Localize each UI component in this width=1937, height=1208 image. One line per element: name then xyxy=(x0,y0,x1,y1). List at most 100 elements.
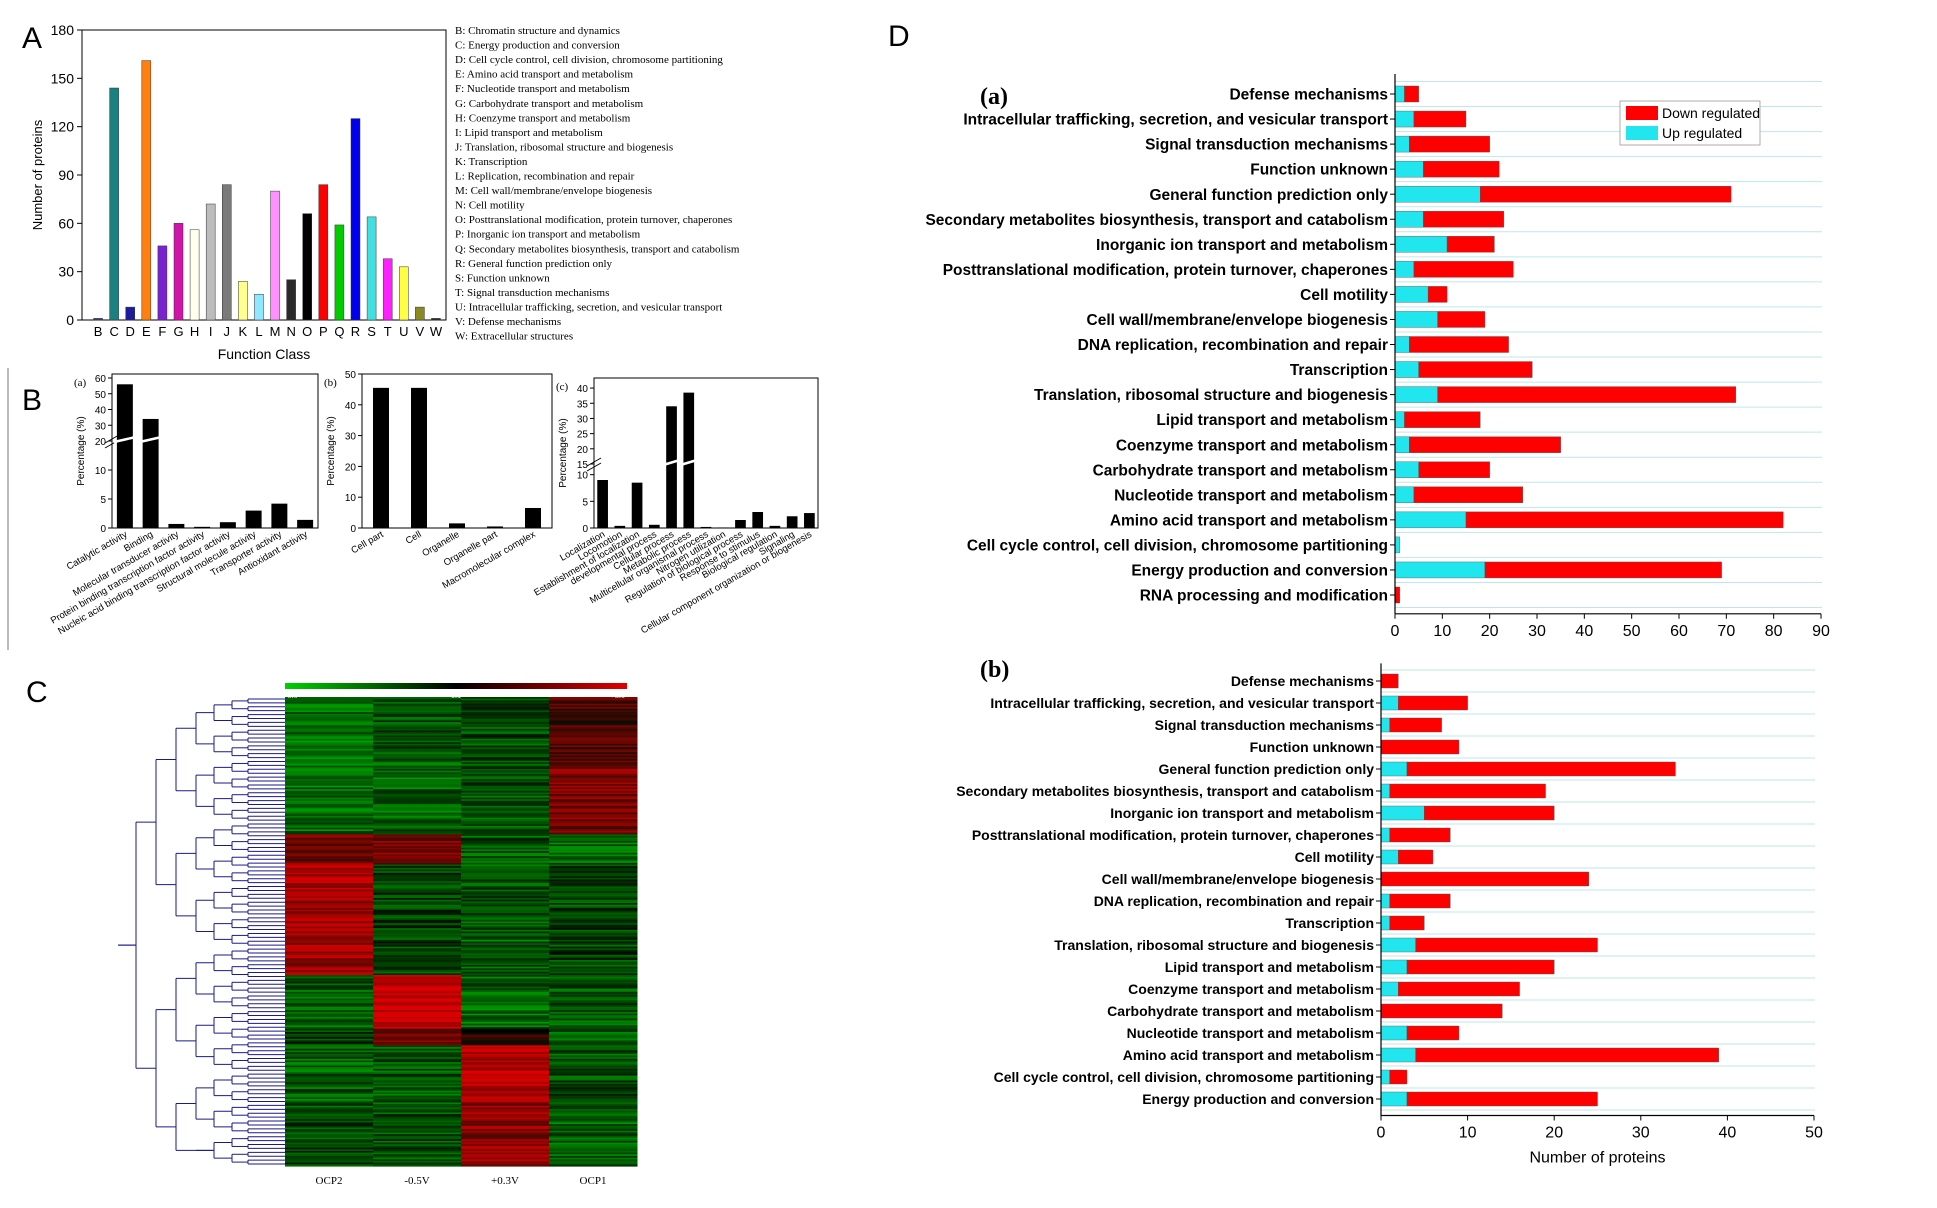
heatmap-cell xyxy=(373,1092,462,1095)
heatmap-cell xyxy=(461,810,550,814)
y-tick-label: 10 xyxy=(577,471,589,482)
heatmap-cell xyxy=(549,1090,638,1093)
bar-break-gap xyxy=(662,458,681,467)
heatmap-cell xyxy=(549,939,638,943)
bar xyxy=(411,387,427,528)
heatmap-cell xyxy=(549,799,638,802)
heatmap-cell xyxy=(373,809,462,812)
heatmap-cell xyxy=(549,827,638,830)
heatmap-cell xyxy=(549,1100,638,1103)
category-label: Cell wall/membrane/envelope biogenesis xyxy=(1087,312,1389,329)
heatmap-cell xyxy=(549,998,638,1001)
heatmap-cell xyxy=(549,822,638,825)
heatmap-cell xyxy=(461,911,550,914)
heatmap-cell xyxy=(461,743,550,747)
heatmap-cell xyxy=(373,1043,462,1046)
heatmap-cell xyxy=(461,825,550,829)
heatmap-cell xyxy=(373,1035,462,1038)
heatmap-cell xyxy=(373,1129,462,1132)
heatmap-cell xyxy=(373,825,462,829)
heatmap-cell xyxy=(461,702,550,705)
heatmap-cell xyxy=(549,884,638,887)
heatmap-cell xyxy=(373,851,462,854)
heatmap-cell xyxy=(461,882,550,886)
heatmap-cell xyxy=(549,966,638,969)
heatmap-cell xyxy=(461,906,550,909)
heatmap-cell xyxy=(373,961,462,964)
heatmap-cell xyxy=(549,926,638,929)
heatmap-cell xyxy=(549,1080,638,1083)
heatmap-cell xyxy=(461,1109,550,1112)
heatmap-cell xyxy=(461,953,550,956)
heatmap-cell xyxy=(373,1135,462,1139)
heatmap-cell xyxy=(373,874,462,877)
heatmap-cell xyxy=(285,715,374,718)
heatmap-cell xyxy=(373,1062,462,1065)
heatmap-cell xyxy=(285,1083,374,1087)
heatmap-cell xyxy=(285,1045,374,1048)
heatmap-cell xyxy=(373,968,462,971)
legend-entry: O: Posttranslational modification, prote… xyxy=(455,214,732,226)
heatmap-cell xyxy=(373,965,462,968)
bar-break-gap xyxy=(139,435,162,444)
heatmap-cell xyxy=(549,941,638,944)
heatmap-cell xyxy=(549,909,638,912)
heatmap-cell xyxy=(461,1040,550,1043)
bar-down-regulated xyxy=(1424,805,1555,821)
heatmap-cell xyxy=(461,914,550,918)
bar xyxy=(735,520,746,528)
heatmap-cell xyxy=(549,1129,638,1132)
heatmap-cell xyxy=(285,732,374,735)
heatmap-cell xyxy=(461,1134,550,1137)
heatmap-cell xyxy=(373,1099,462,1102)
heatmap-cell xyxy=(285,1164,374,1167)
heatmap-cell xyxy=(285,770,374,773)
heatmap-cell xyxy=(549,892,638,896)
heatmap-cell xyxy=(285,831,374,834)
heatmap-cell xyxy=(461,852,550,856)
bar-down-regulated xyxy=(1437,386,1736,403)
heatmap-cell xyxy=(549,1124,638,1127)
heatmap-cell xyxy=(461,1159,550,1162)
heatmap-cell xyxy=(549,951,638,954)
heatmap-cell xyxy=(285,825,374,829)
y-tick-label: 10 xyxy=(95,466,107,477)
heatmap-cell xyxy=(285,814,374,817)
heatmap-cell xyxy=(285,745,374,748)
heatmap-cell xyxy=(373,1125,462,1129)
heatmap-cell xyxy=(549,1015,638,1018)
heatmap-cell xyxy=(549,1157,638,1160)
heatmap-cell xyxy=(461,723,550,727)
heatmap-cell xyxy=(373,906,462,909)
heatmap-cell xyxy=(549,1078,638,1082)
heatmap-cell xyxy=(461,712,550,715)
heatmap-cell xyxy=(373,864,462,867)
heatmap-cell xyxy=(285,708,374,711)
bar-up-regulated xyxy=(1380,695,1399,711)
heatmap-cell xyxy=(461,827,550,830)
heatmap-cell xyxy=(373,1127,462,1130)
heatmap-cell xyxy=(373,856,462,859)
bar xyxy=(597,480,608,528)
heatmap-cell xyxy=(549,1150,638,1154)
heatmap-cell xyxy=(373,1045,462,1048)
plot-frame xyxy=(111,373,319,529)
heatmap-cell xyxy=(549,877,638,881)
heatmap-cell xyxy=(285,1075,374,1078)
x-tick-label: H xyxy=(190,324,199,339)
heatmap-cell xyxy=(549,723,638,727)
legend-entry: S: Function unknown xyxy=(455,272,550,284)
heatmap-cell xyxy=(549,747,638,750)
bar-P xyxy=(318,184,329,321)
heatmap-cell xyxy=(461,1115,550,1119)
heatmap-cell xyxy=(373,976,462,979)
heatmap-cell xyxy=(373,1093,462,1097)
heatmap-cell xyxy=(461,1047,550,1050)
heatmap-cell xyxy=(461,1011,550,1015)
heatmap-cell xyxy=(285,1067,374,1070)
heatmap-cell xyxy=(461,943,550,946)
x-tick-label: L xyxy=(255,324,262,339)
heatmap-cell xyxy=(285,1149,374,1152)
heatmap-cell xyxy=(549,817,638,820)
y-axis-label: Percentage (%) xyxy=(326,416,337,485)
